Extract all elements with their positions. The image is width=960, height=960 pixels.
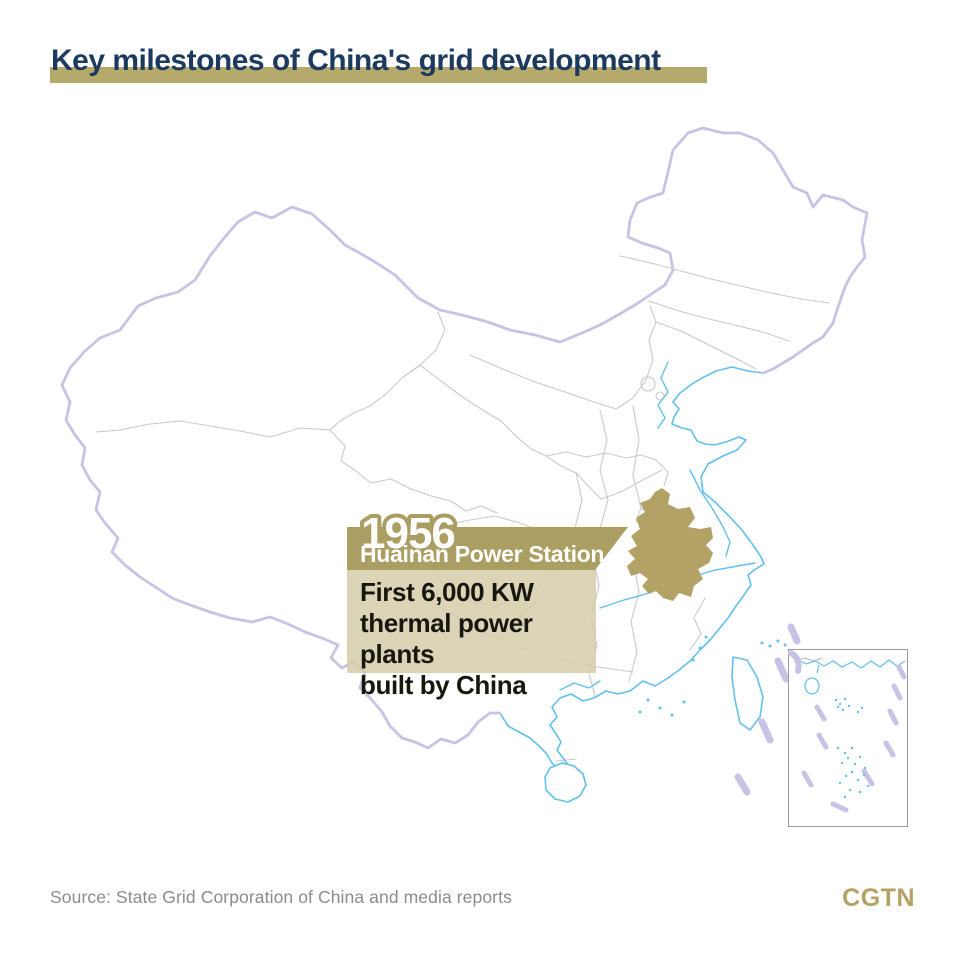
- title-underline-bar: [50, 67, 707, 83]
- inset-nine-dash-line: [801, 664, 907, 813]
- anhui-highlight: [627, 488, 713, 601]
- milestone-heading: Huainan Power Station: [360, 541, 605, 567]
- inset-island-dots: [834, 697, 870, 799]
- milestone-year: 1956: [357, 505, 460, 562]
- cgtn-logo: CGTN: [842, 884, 915, 912]
- page-title: Key milestones of China's grid developme…: [51, 44, 661, 77]
- nine-dash-line: [734, 623, 801, 796]
- inset-south-china-sea: [788, 649, 908, 827]
- callout-header-bar-with-pointer: [347, 527, 628, 570]
- hainan-island: [544, 762, 587, 803]
- coastal-islets: [638, 635, 787, 717]
- national-border: [60, 126, 869, 750]
- milestone-description: First 6,000 KW thermal power plants buil…: [347, 570, 596, 700]
- coastline: [499, 366, 765, 772]
- inset-dash-arrow: [788, 650, 802, 674]
- milestone-callout: 1956 Huainan Power Station First 6,000 K…: [347, 505, 647, 700]
- source-note: Source: State Grid Corporation of China …: [50, 887, 512, 907]
- taiwan-island: [731, 656, 764, 731]
- milestone-year-text: 1956: [361, 509, 455, 558]
